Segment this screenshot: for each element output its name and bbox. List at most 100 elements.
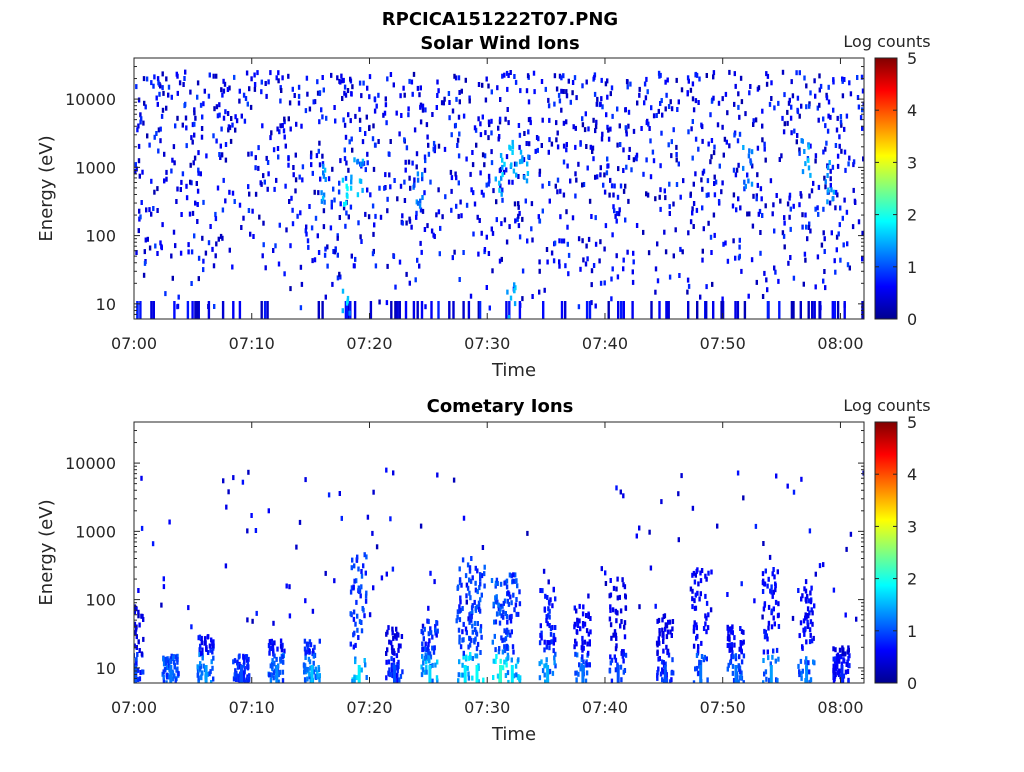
heatmap-cell <box>695 625 698 631</box>
heatmap-cell <box>355 578 358 584</box>
heatmap-cell <box>705 656 708 662</box>
heatmap-cell <box>525 88 529 94</box>
heatmap-cell <box>624 593 627 599</box>
heatmap-cell <box>650 301 653 319</box>
heatmap-cell <box>356 613 359 619</box>
heatmap-cell <box>394 673 398 679</box>
heatmap-cell <box>253 86 257 92</box>
heatmap-cell <box>433 579 436 585</box>
heatmap-cell <box>739 644 742 650</box>
heatmap-cell <box>483 162 486 168</box>
heatmap-cell <box>269 135 272 141</box>
heatmap-cell <box>213 106 216 112</box>
heatmap-cell <box>420 629 423 634</box>
heatmap-cell <box>385 120 388 126</box>
heatmap-cell <box>507 73 510 78</box>
heatmap-cell <box>396 665 399 671</box>
heatmap-cell <box>583 639 587 645</box>
heatmap-cell <box>429 654 433 660</box>
heatmap-cell <box>705 192 708 198</box>
heatmap-cell <box>733 635 736 641</box>
heatmap-cell <box>464 573 468 579</box>
heatmap-cell <box>419 119 423 125</box>
heatmap-cell <box>625 164 628 170</box>
heatmap-cell <box>369 301 373 319</box>
heatmap-cell <box>477 604 481 609</box>
heatmap-cell <box>818 102 821 108</box>
heatmap-cell <box>538 289 541 295</box>
heatmap-cell <box>518 144 521 150</box>
heatmap-cell <box>358 619 362 625</box>
heatmap-cell <box>656 278 660 284</box>
heatmap-cell <box>773 621 776 627</box>
heatmap-cell <box>717 199 721 204</box>
heatmap-cell <box>228 85 231 91</box>
heatmap-cell <box>250 513 253 518</box>
heatmap-cell <box>614 657 618 663</box>
heatmap-cell <box>505 662 508 668</box>
heatmap-cell <box>246 678 250 683</box>
heatmap-cell <box>455 175 458 181</box>
heatmap-cell <box>246 617 249 623</box>
heatmap-cell <box>525 178 529 184</box>
heatmap-cell <box>198 647 201 653</box>
heatmap-cell <box>548 608 551 614</box>
heatmap-cell <box>805 83 808 89</box>
heatmap-cell <box>247 469 250 475</box>
heatmap-cell <box>777 612 780 618</box>
heatmap-cell <box>772 567 775 572</box>
heatmap-cell <box>770 584 773 590</box>
heatmap-cell <box>421 641 424 647</box>
heatmap-cell <box>782 233 786 239</box>
heatmap-cell <box>391 630 394 636</box>
heatmap-cell <box>622 257 625 263</box>
heatmap-cell <box>357 585 360 591</box>
heatmap-cell <box>377 139 380 144</box>
heatmap-cell <box>475 646 479 652</box>
heatmap-cell <box>390 301 393 319</box>
heatmap-cell <box>275 665 279 683</box>
heatmap-cell <box>386 263 389 269</box>
heatmap-cell <box>365 590 368 596</box>
heatmap-cell <box>283 116 286 122</box>
heatmap-cell <box>304 655 307 660</box>
heatmap-cell <box>503 637 506 643</box>
heatmap-cell <box>299 210 302 216</box>
heatmap-cell <box>404 167 407 173</box>
heatmap-cell <box>606 94 609 100</box>
heatmap-cell <box>252 234 255 239</box>
heatmap-cell <box>510 600 513 606</box>
heatmap-cell <box>344 92 348 98</box>
heatmap-cell <box>667 301 670 319</box>
heatmap-cell <box>813 78 816 84</box>
heatmap-cell <box>334 118 337 124</box>
heatmap-cell <box>826 128 830 134</box>
heatmap-cell <box>662 631 665 636</box>
heatmap-cell <box>193 155 197 161</box>
heatmap-cell <box>575 629 578 635</box>
heatmap-cell <box>567 78 570 84</box>
heatmap-cell <box>517 223 521 229</box>
heatmap-cell <box>706 677 709 683</box>
heatmap-cell <box>541 208 544 214</box>
heatmap-cell <box>462 650 465 656</box>
heatmap-cell <box>499 665 502 683</box>
heatmap-cell <box>552 258 556 264</box>
heatmap-cell <box>471 575 474 581</box>
heatmap-cell <box>497 125 500 131</box>
panel-2-title: Cometary Ions <box>427 396 574 417</box>
heatmap-cell <box>126 627 128 632</box>
heatmap-cell <box>339 201 342 207</box>
heatmap-cell <box>862 156 864 162</box>
heatmap-cell <box>517 174 520 179</box>
x-tick-label: 07:30 <box>464 334 510 353</box>
heatmap-cell <box>582 659 585 665</box>
heatmap-cell <box>510 665 514 683</box>
heatmap-cell <box>547 579 550 585</box>
heatmap-cell <box>845 209 849 215</box>
heatmap-cell <box>138 622 141 628</box>
heatmap-cell <box>773 574 776 580</box>
heatmap-cell <box>621 577 624 583</box>
heatmap-cell <box>356 554 359 560</box>
heatmap-cell <box>817 117 820 123</box>
